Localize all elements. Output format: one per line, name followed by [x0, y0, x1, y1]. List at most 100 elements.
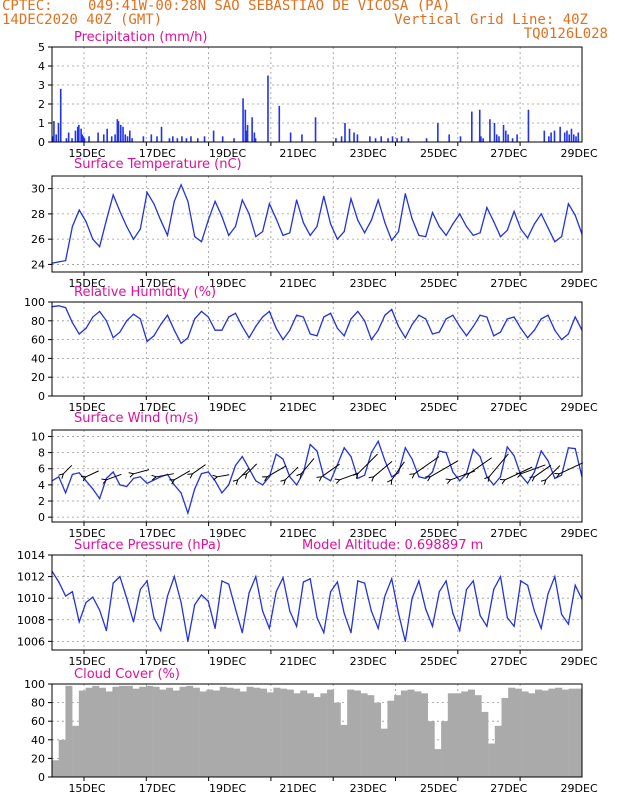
- surface-pressure-point: [153, 617, 155, 619]
- surface-pressure-point: [85, 601, 87, 604]
- precip-bar: [251, 117, 253, 142]
- surface-temperature-point: [554, 241, 556, 243]
- wind-arrow: [192, 464, 206, 475]
- precip-bar: [117, 121, 120, 142]
- surface-temperature-point: [126, 225, 128, 228]
- header-source: CPTEC:: [2, 0, 53, 14]
- cloud-bar: [441, 721, 449, 777]
- precip-bar: [577, 132, 580, 142]
- cloud-bar: [172, 690, 180, 777]
- cloud-bar: [555, 687, 563, 777]
- cloud-cover-ytick-label: 80: [31, 697, 45, 710]
- surface-temperature-point: [139, 228, 141, 230]
- surface-pressure-point: [275, 591, 277, 593]
- surface-temperature-point: [425, 236, 427, 238]
- relative-humidity-point: [282, 339, 284, 341]
- precip-bar: [289, 132, 292, 142]
- surface-pressure-series: [51, 570, 583, 642]
- cloud-bar: [286, 689, 294, 777]
- surface-wind-point: [363, 474, 366, 476]
- model-altitude-annotation: Model Altitude: 0.698897 m: [302, 538, 483, 553]
- precip-bar: [380, 136, 383, 142]
- precip-bar: [67, 132, 70, 142]
- cloud-bar: [420, 693, 428, 777]
- relative-humidity-point: [194, 318, 196, 320]
- relative-humidity-ytick-label: 0: [38, 390, 45, 403]
- wind-arrow-head: [58, 473, 65, 479]
- wind-arrow: [414, 456, 440, 475]
- surface-pressure-point: [486, 625, 488, 627]
- precip-bar: [65, 138, 68, 142]
- relative-humidity-point: [234, 312, 237, 314]
- surface-temperature-point: [404, 193, 406, 195]
- surface-pressure-point: [207, 600, 209, 603]
- surface-wind-point: [316, 450, 318, 452]
- surface-temperature-series: [51, 183, 583, 264]
- cloud-cover-title: Cloud Cover (%): [74, 667, 180, 682]
- cloud-bar: [481, 711, 489, 777]
- surface-wind-point: [187, 512, 189, 514]
- surface-temperature-point: [282, 234, 284, 236]
- surface-pressure-xtick-label: 25DEC: [420, 655, 457, 668]
- cloud-cover-xtick-label: 23DEC: [350, 782, 387, 795]
- surface-pressure-point: [370, 610, 372, 612]
- surface-pressure-ytick-label: 1006: [17, 635, 45, 648]
- relative-humidity-point: [411, 323, 413, 326]
- wind-arrow-head: [316, 476, 323, 482]
- header-run-time: 14DEC2020 40Z (GMT): [2, 12, 163, 28]
- relative-humidity-point: [493, 335, 495, 337]
- surface-pressure-point: [377, 627, 379, 630]
- relative-humidity-point: [112, 337, 114, 339]
- relative-humidity-point: [404, 337, 406, 339]
- precipitation-xtick-label: 19DEC: [209, 147, 246, 160]
- relative-humidity-point: [207, 316, 209, 318]
- precip-bar: [78, 124, 80, 142]
- surface-wind-point: [309, 443, 311, 446]
- surface-temperature-point: [506, 229, 508, 231]
- precipitation-ytick-label: 5: [38, 41, 45, 54]
- surface-temperature-point: [323, 195, 325, 197]
- surface-wind-point: [153, 479, 155, 481]
- surface-temperature-point: [119, 210, 121, 212]
- surface-pressure-point: [105, 629, 107, 632]
- wind-arrow: [237, 468, 250, 481]
- precip-bar: [119, 124, 122, 142]
- precip-bar: [353, 132, 355, 142]
- surface-temperature-point: [329, 223, 332, 225]
- relative-humidity-point: [126, 320, 128, 322]
- precip-bar: [340, 136, 343, 142]
- header-location: 049:41W-00:28N SAO SEBASTIAO DE VICOSA (…: [88, 0, 451, 14]
- surface-temperature-xtick-label: 17DEC: [139, 277, 176, 290]
- surface-temperature-point: [241, 199, 243, 201]
- cloud-bar: [280, 688, 288, 777]
- cloud-bar: [125, 685, 133, 777]
- relative-humidity-point: [472, 325, 474, 328]
- cloud-bar: [159, 689, 167, 777]
- wind-arrow: [217, 474, 230, 478]
- surface-wind-point: [479, 456, 481, 458]
- surface-pressure-xtick-label: 17DEC: [139, 655, 176, 668]
- surface-temperature-point: [71, 225, 73, 228]
- surface-pressure-point: [363, 582, 366, 584]
- cloud-bar: [112, 686, 120, 777]
- surface-pressure-point: [92, 596, 94, 598]
- cloud-cover-ytick-label: 100: [24, 678, 45, 691]
- surface-temperature-point: [336, 238, 338, 240]
- relative-humidity-panel: 0 20 40 60 80 100 15DEC 17DEC 19DEC 21DEC 23DEC 25D…: [24, 285, 598, 414]
- surface-temperature-point: [363, 232, 366, 234]
- surface-pressure-ytick-label: 1008: [17, 614, 45, 627]
- precip-bar: [55, 134, 57, 142]
- surface-temperature-title: Surface Temperature (nC): [74, 157, 242, 172]
- relative-humidity-point: [452, 314, 454, 316]
- surface-wind-point: [228, 484, 230, 486]
- surface-wind-ytick-label: 10: [31, 430, 45, 443]
- surface-temperature-point: [234, 225, 237, 228]
- precip-bar: [80, 128, 82, 142]
- surface-pressure-point: [513, 625, 515, 627]
- precip-bar: [498, 136, 500, 142]
- surface-temperature-point: [533, 223, 536, 225]
- precip-bar: [212, 130, 215, 142]
- surface-wind-point: [92, 488, 94, 490]
- surface-pressure-point: [139, 588, 141, 591]
- wind-arrow-head: [529, 476, 536, 482]
